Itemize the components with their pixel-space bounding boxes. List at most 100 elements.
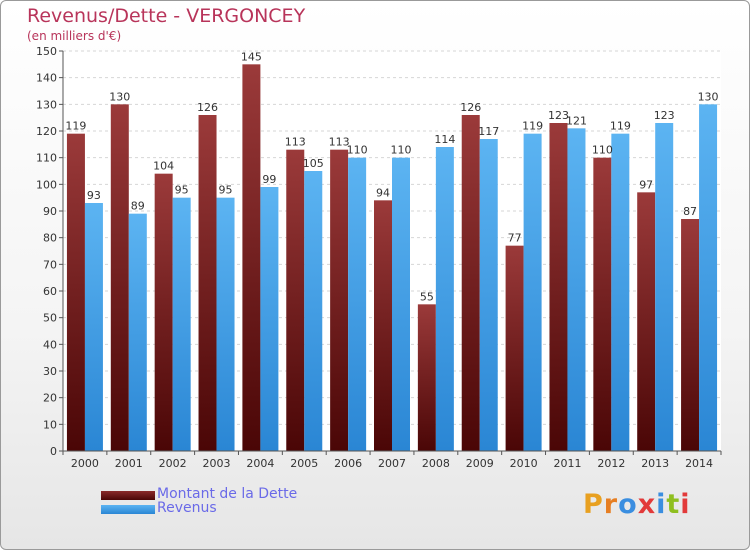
data-label-revenus: 123 xyxy=(654,109,675,122)
data-label-debt: 113 xyxy=(285,136,306,149)
bar-revenus xyxy=(304,171,323,451)
proxiti-logo: Proxiti xyxy=(583,489,691,520)
bar-debt xyxy=(330,149,349,451)
x-tick-label: 2000 xyxy=(71,457,99,470)
bar-debt xyxy=(374,200,392,451)
logo-letter: i xyxy=(656,489,667,520)
logo-letter: i xyxy=(680,489,691,520)
data-label-debt: 97 xyxy=(639,178,653,191)
legend-label-revenus: Revenus xyxy=(157,500,217,516)
x-tick-label: 2014 xyxy=(685,457,713,470)
bar-debt xyxy=(66,133,85,451)
bar-revenus xyxy=(479,139,498,451)
bar-revenus xyxy=(128,213,147,451)
x-tick-label: 2006 xyxy=(334,457,362,470)
data-label-revenus: 110 xyxy=(347,144,368,157)
bar-debt xyxy=(286,149,305,451)
bar-revenus xyxy=(392,157,410,451)
bar-revenus xyxy=(172,197,191,451)
y-tick-label: 40 xyxy=(43,338,57,351)
bar-debt xyxy=(417,304,436,451)
y-tick-label: 100 xyxy=(36,178,57,191)
data-label-revenus: 130 xyxy=(698,90,719,103)
x-tick-label: 2004 xyxy=(246,457,274,470)
x-tick-label: 2013 xyxy=(641,457,669,470)
bar-debt xyxy=(593,157,612,451)
logo-letter: t xyxy=(666,489,681,520)
bar-revenus xyxy=(523,133,542,451)
bar-debt xyxy=(110,104,129,451)
x-tick-label: 2007 xyxy=(378,457,406,470)
legend-label-debt: Montant de la Dette xyxy=(157,486,298,502)
data-label-debt: 145 xyxy=(241,50,262,63)
data-label-debt: 126 xyxy=(460,101,481,114)
bar-debt xyxy=(637,192,656,452)
x-tick-label: 2008 xyxy=(422,457,450,470)
bar-revenus xyxy=(260,187,279,451)
bar-revenus xyxy=(84,203,103,451)
bar-debt xyxy=(681,219,700,451)
bar-revenus xyxy=(699,104,718,451)
data-label-debt: 126 xyxy=(197,101,218,114)
data-label-revenus: 95 xyxy=(175,184,189,197)
y-tick-label: 50 xyxy=(43,312,57,325)
data-label-debt: 87 xyxy=(683,205,697,218)
x-tick-label: 2005 xyxy=(290,457,318,470)
bar-revenus xyxy=(655,123,674,451)
bar-debt xyxy=(242,64,261,452)
data-label-revenus: 95 xyxy=(219,184,233,197)
y-tick-label: 60 xyxy=(43,285,57,298)
data-label-revenus: 114 xyxy=(434,133,455,146)
bar-debt xyxy=(154,173,173,451)
y-tick-label: 140 xyxy=(36,72,57,85)
data-label-revenus: 105 xyxy=(303,157,324,170)
bar-revenus xyxy=(435,147,454,451)
y-tick-label: 150 xyxy=(36,45,57,58)
data-label-revenus: 119 xyxy=(522,120,543,133)
bar-debt xyxy=(461,115,480,451)
logo-letter: P xyxy=(583,489,604,520)
y-tick-label: 20 xyxy=(43,392,57,405)
data-label-revenus: 89 xyxy=(131,200,145,213)
logo-letter: x xyxy=(637,489,657,520)
y-tick-label: 10 xyxy=(43,418,57,431)
x-tick-label: 2001 xyxy=(115,457,143,470)
data-label-revenus: 117 xyxy=(478,125,499,138)
data-label-debt: 130 xyxy=(109,90,130,103)
x-tick-label: 2003 xyxy=(203,457,231,470)
bar-revenus xyxy=(216,197,235,451)
logo-letter: o xyxy=(618,489,638,520)
bar-revenus xyxy=(611,133,630,451)
x-tick-label: 2010 xyxy=(510,457,538,470)
bar-debt xyxy=(549,123,568,451)
legend-swatch-revenus xyxy=(101,505,155,514)
y-tick-label: 110 xyxy=(36,152,57,165)
data-label-debt: 94 xyxy=(376,186,390,199)
data-label-revenus: 110 xyxy=(391,144,412,157)
chart-title: Revenus/Dette - VERGONCEY xyxy=(27,5,306,27)
data-label-debt: 123 xyxy=(548,109,569,122)
legend-swatch-debt xyxy=(101,491,155,500)
bar-revenus xyxy=(348,157,367,451)
y-tick-label: 30 xyxy=(43,365,57,378)
data-label-revenus: 93 xyxy=(87,189,101,202)
bar-debt xyxy=(198,115,217,451)
x-tick-label: 2009 xyxy=(466,457,494,470)
data-label-revenus: 99 xyxy=(262,173,276,186)
data-label-debt: 113 xyxy=(329,136,350,149)
data-label-revenus: 121 xyxy=(566,114,587,127)
y-tick-label: 120 xyxy=(36,125,57,138)
y-tick-label: 130 xyxy=(36,98,57,111)
data-label-debt: 110 xyxy=(592,144,613,157)
bar-revenus xyxy=(567,128,586,451)
logo-letter: r xyxy=(603,489,619,520)
y-tick-label: 90 xyxy=(43,205,57,218)
data-label-debt: 77 xyxy=(508,232,522,245)
y-tick-label: 80 xyxy=(43,232,57,245)
x-tick-label: 2011 xyxy=(553,457,581,470)
y-tick-label: 70 xyxy=(43,258,57,271)
data-label-debt: 119 xyxy=(65,120,86,133)
x-tick-label: 2012 xyxy=(597,457,625,470)
